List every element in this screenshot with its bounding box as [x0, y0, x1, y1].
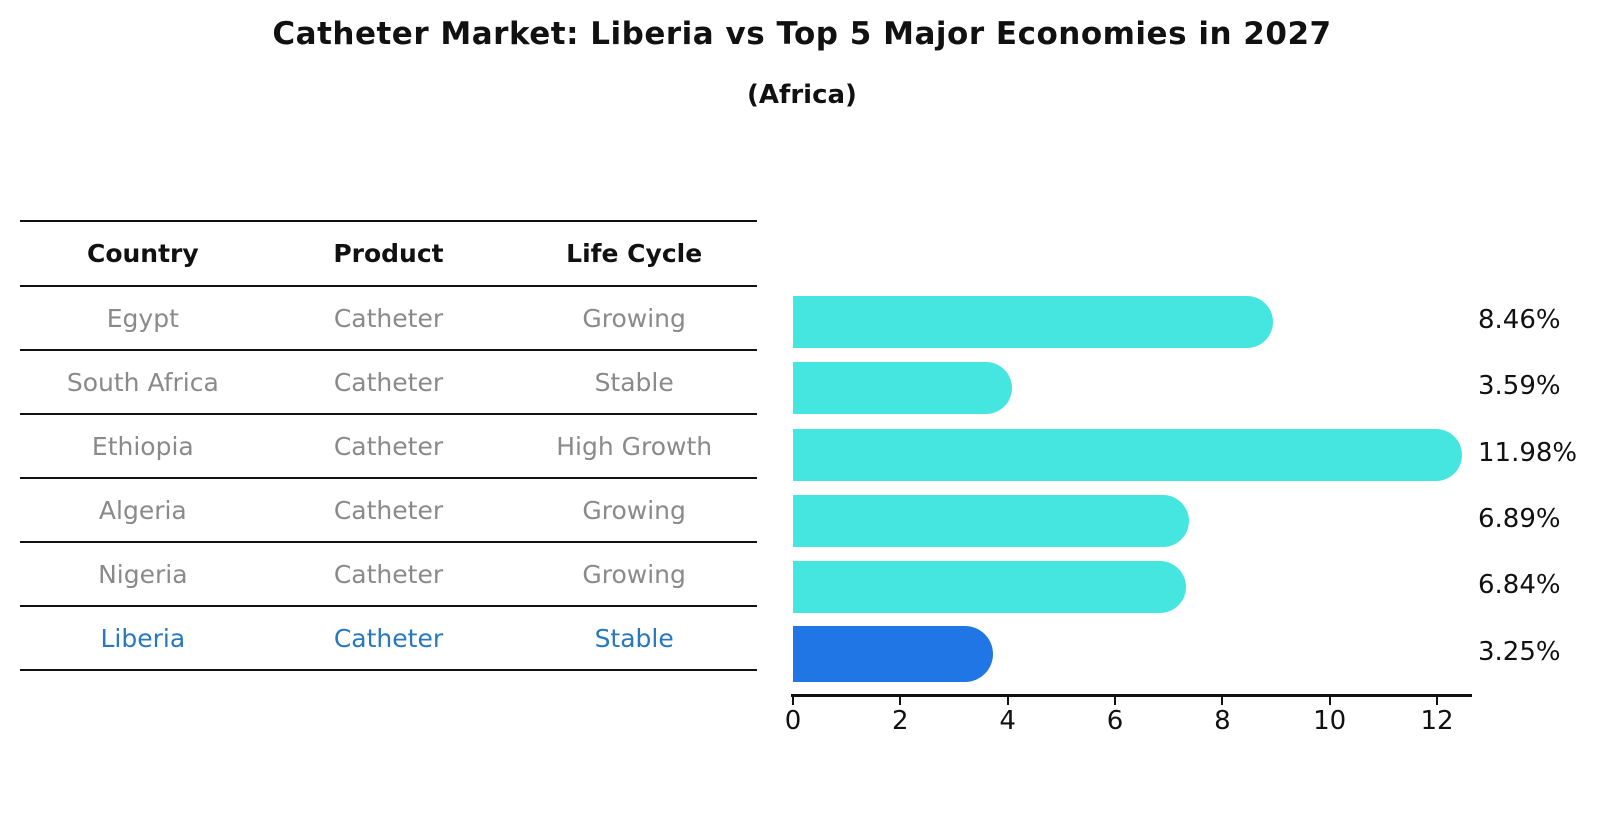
x-tick-mark-2 — [899, 696, 902, 705]
country-table: Country Product Life Cycle Egypt Catheter… — [20, 220, 757, 671]
x-tick-mark-12 — [1436, 696, 1439, 705]
cell-product: Catheter — [333, 431, 444, 461]
cell-life-cycle: High Growth — [556, 431, 713, 461]
x-tick-mark-0 — [792, 696, 794, 705]
table-row-south-africa: South Africa Catheter Stable — [20, 350, 757, 414]
x-tick-mark-8 — [1221, 696, 1224, 705]
value-label-south-africa: 3.59% — [1478, 371, 1561, 402]
table-body: Egypt Catheter Growing South Africa Catheter… — [20, 286, 757, 670]
bar-south-africa — [793, 362, 1012, 415]
x-axis-line — [791, 694, 1472, 697]
cell-country: South Africa — [66, 367, 219, 397]
cell-country: Liberia — [100, 623, 186, 653]
cell-product: Catheter — [333, 303, 444, 333]
x-tick-mark-10 — [1328, 696, 1331, 705]
cell-product: Catheter — [333, 559, 444, 589]
table-row-egypt: Egypt Catheter Growing — [20, 286, 757, 350]
bar-algeria — [793, 494, 1189, 547]
cell-product: Catheter — [333, 623, 444, 653]
table-header: Country Product Life Cycle — [20, 221, 757, 286]
x-tick-label-8: 8 — [1214, 706, 1231, 736]
x-tick-mark-4 — [1006, 696, 1009, 705]
bar-liberia — [793, 625, 994, 682]
value-label-ethiopia: 11.98% — [1478, 437, 1578, 468]
header-product: Product — [333, 239, 444, 268]
cell-product: Catheter — [333, 367, 444, 397]
x-tick-label-12: 12 — [1420, 706, 1454, 736]
cell-country: Ethiopia — [91, 431, 194, 461]
cell-country: Nigeria — [98, 559, 188, 589]
table-row-ethiopia: Ethiopia Catheter High Growth — [20, 414, 757, 478]
cell-life-cycle: Stable — [594, 623, 674, 653]
value-label-egypt: 8.46% — [1478, 305, 1561, 335]
header-life-cycle: Life Cycle — [566, 239, 703, 268]
bar-nigeria — [793, 561, 1187, 614]
bar-egypt — [793, 296, 1274, 348]
cell-life-cycle: Growing — [582, 303, 686, 333]
table-header-row: Country Product Life Cycle — [20, 221, 757, 286]
value-label-algeria: 6.89% — [1478, 503, 1561, 534]
cell-life-cycle: Growing — [582, 559, 686, 589]
chart-subtitle: (Africa) — [747, 80, 857, 110]
x-tick-mark-6 — [1114, 696, 1117, 705]
bar-ethiopia — [793, 428, 1462, 481]
x-tick-label-2: 2 — [892, 706, 909, 736]
x-tick-label-10: 10 — [1313, 706, 1347, 736]
x-tick-label-6: 6 — [1106, 706, 1124, 736]
header-country: Country — [86, 239, 199, 268]
cell-country: Egypt — [106, 303, 179, 333]
x-tick-label-4: 4 — [999, 706, 1016, 736]
cell-country: Algeria — [98, 495, 187, 525]
chart-title: Catheter Market: Liberia vs Top 5 Major … — [272, 16, 1332, 52]
x-tick-label-0: 0 — [784, 706, 802, 736]
value-label-nigeria: 6.84% — [1478, 570, 1561, 601]
cell-life-cycle: Stable — [594, 367, 674, 397]
cell-life-cycle: Growing — [582, 495, 686, 525]
table-row-algeria: Algeria Catheter Growing — [20, 478, 757, 542]
value-label-liberia: 3.25% — [1478, 636, 1561, 667]
cell-product: Catheter — [333, 495, 444, 525]
table-row-nigeria: Nigeria Catheter Growing — [20, 542, 757, 606]
table-row-liberia: Liberia Catheter Stable — [20, 606, 757, 670]
